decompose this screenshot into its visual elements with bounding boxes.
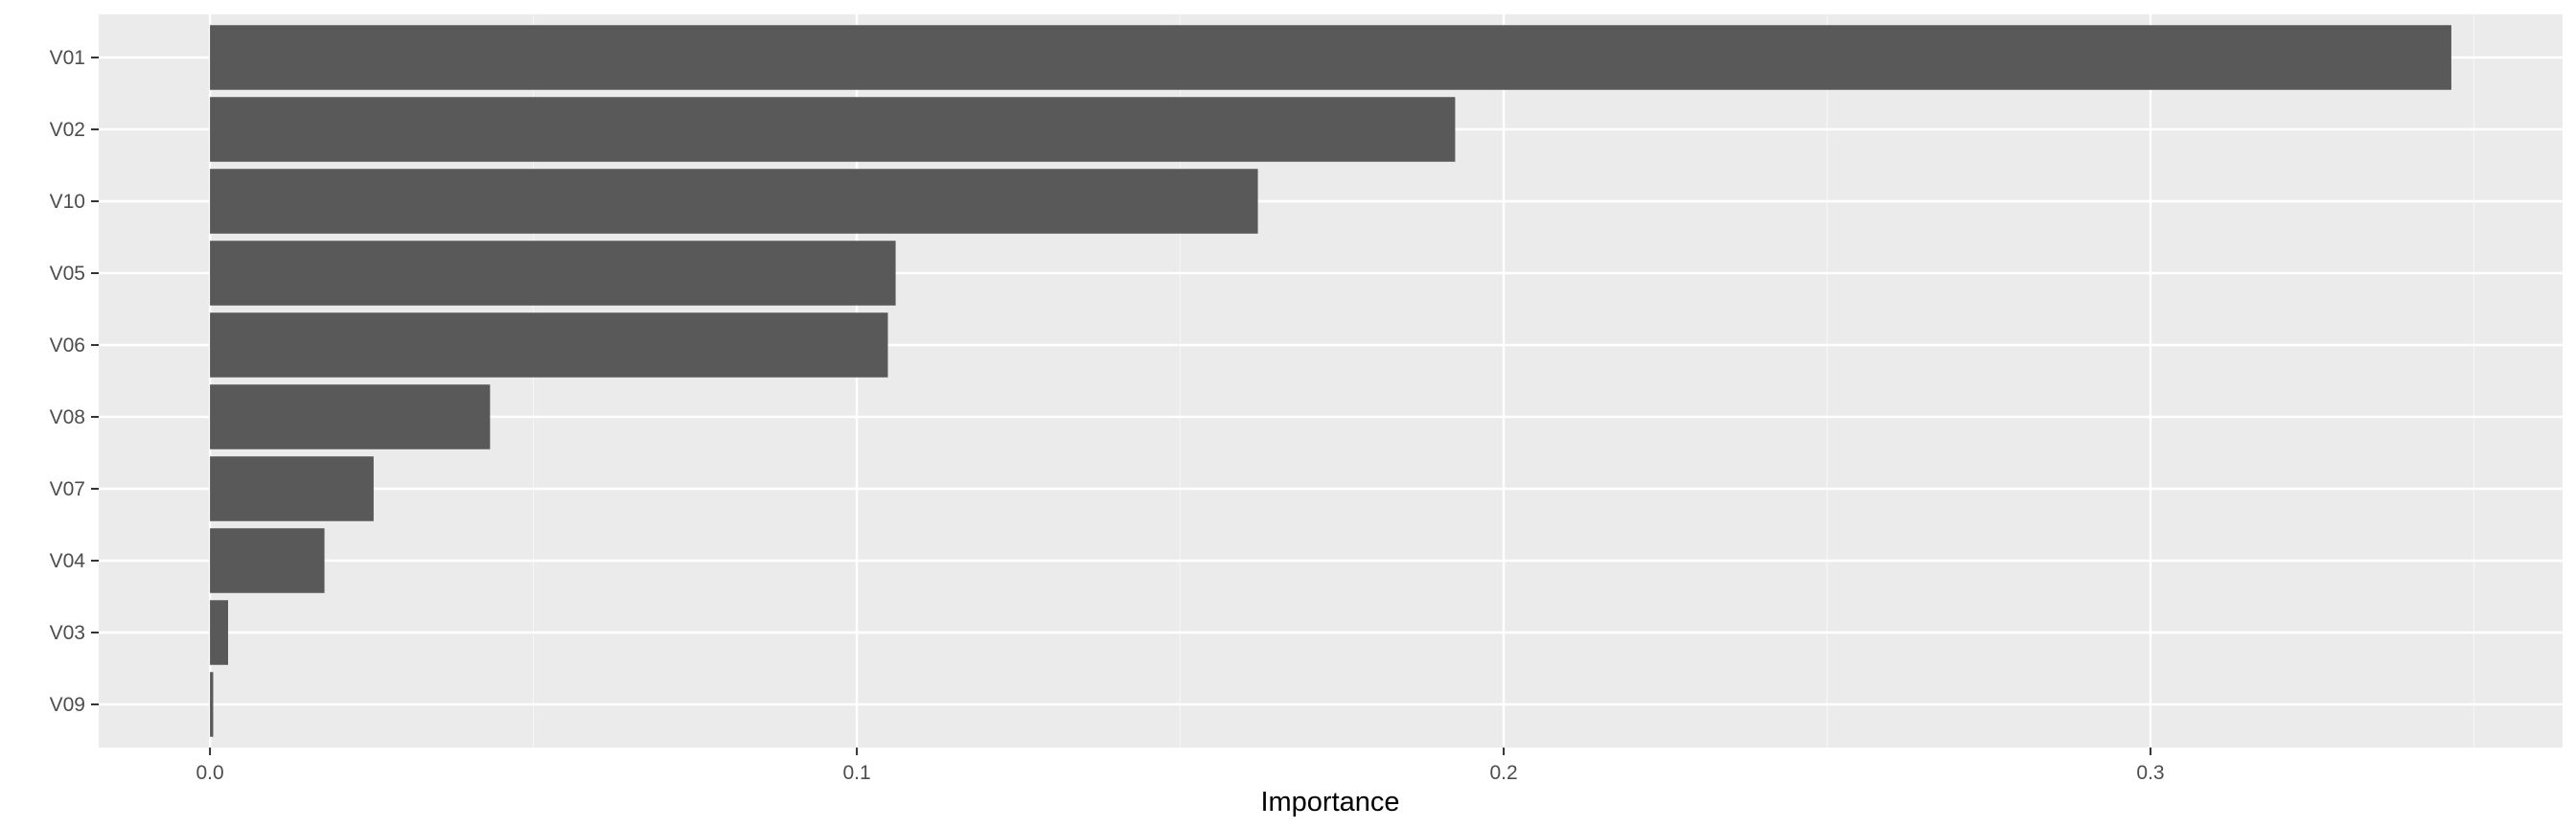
y-tick-label: V05	[50, 263, 85, 285]
bar-v04	[210, 528, 325, 593]
y-tick-label: V02	[50, 119, 85, 141]
x-tick-label: 0.1	[842, 762, 870, 784]
y-tick-label: V07	[50, 478, 85, 500]
x-tick-label: 0.2	[1489, 762, 1517, 784]
bar-v08	[210, 384, 491, 449]
y-tick-label: V03	[50, 622, 85, 644]
bar-v09	[210, 672, 214, 737]
x-tick-label: 0.3	[2136, 762, 2164, 784]
x-axis: 0.0 0.1 0.2 0.3	[196, 748, 2165, 784]
bar-v01	[210, 25, 2451, 90]
bar-v05	[210, 241, 896, 306]
bar-v02	[210, 97, 1456, 162]
bar-v03	[210, 600, 228, 665]
bar-v10	[210, 169, 1258, 234]
y-tick-label: V06	[50, 334, 85, 357]
x-tick-label: 0.0	[196, 762, 223, 784]
y-axis: V01 V02 V10 V05 V06 V08 V07 V04 V03 V09	[50, 47, 99, 716]
x-axis-title: Importance	[1260, 787, 1399, 817]
bar-v06	[210, 312, 888, 378]
bars	[210, 25, 2451, 737]
y-tick-label: V01	[50, 47, 85, 69]
y-tick-label: V08	[50, 406, 85, 428]
y-tick-label: V04	[50, 550, 86, 572]
y-tick-label: V10	[50, 191, 85, 213]
y-tick-label: V09	[50, 694, 85, 716]
bar-v07	[210, 456, 374, 521]
